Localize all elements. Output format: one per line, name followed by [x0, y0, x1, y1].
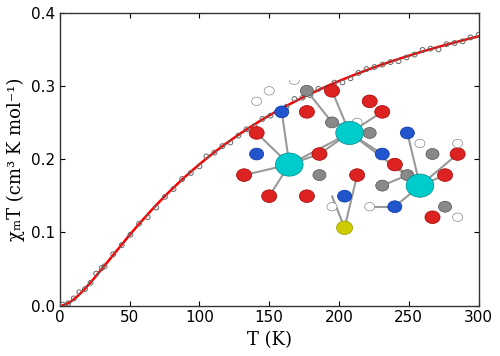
Point	[370, 64, 378, 70]
Point	[290, 96, 298, 102]
Point	[434, 47, 442, 52]
Point	[100, 263, 108, 269]
Point	[234, 133, 242, 138]
Point	[274, 108, 282, 114]
Point	[450, 40, 458, 46]
Point	[418, 47, 426, 53]
Point	[218, 143, 226, 149]
Point	[458, 38, 466, 44]
Point	[187, 170, 195, 176]
Point	[330, 80, 338, 85]
Point	[314, 86, 322, 92]
X-axis label: T (K): T (K)	[246, 331, 292, 349]
Point	[161, 194, 169, 200]
Point	[226, 140, 234, 145]
Point	[362, 66, 370, 72]
Point	[306, 93, 314, 98]
Point	[64, 300, 72, 306]
Point	[474, 32, 482, 38]
Point	[86, 280, 94, 286]
Point	[354, 70, 362, 76]
Point	[170, 186, 177, 192]
Point	[118, 242, 126, 248]
Point	[76, 289, 84, 295]
Point	[126, 232, 134, 237]
Point	[442, 41, 450, 47]
Point	[109, 251, 117, 257]
Point	[410, 52, 418, 57]
Point	[378, 62, 386, 67]
Point	[70, 295, 78, 301]
Point	[266, 113, 274, 119]
Point	[58, 302, 66, 308]
Point	[402, 54, 410, 60]
Point	[202, 153, 210, 159]
Y-axis label: χₘT (cm³ K mol⁻¹): χₘT (cm³ K mol⁻¹)	[7, 78, 25, 241]
Point	[135, 221, 143, 226]
Point	[242, 126, 250, 132]
Point	[426, 46, 434, 52]
Point	[298, 95, 306, 100]
Point	[210, 150, 218, 156]
Point	[394, 58, 402, 64]
Point	[92, 271, 100, 276]
Point	[81, 286, 89, 292]
Point	[144, 214, 152, 220]
Point	[466, 35, 474, 40]
Point	[258, 116, 266, 122]
Point	[152, 205, 160, 210]
Point	[346, 75, 354, 81]
Point	[178, 176, 186, 182]
Point	[98, 265, 106, 271]
Point	[282, 104, 290, 110]
Point	[386, 59, 394, 65]
Point	[338, 80, 346, 85]
Point	[322, 85, 330, 91]
Point	[196, 163, 203, 169]
Point	[250, 123, 258, 129]
